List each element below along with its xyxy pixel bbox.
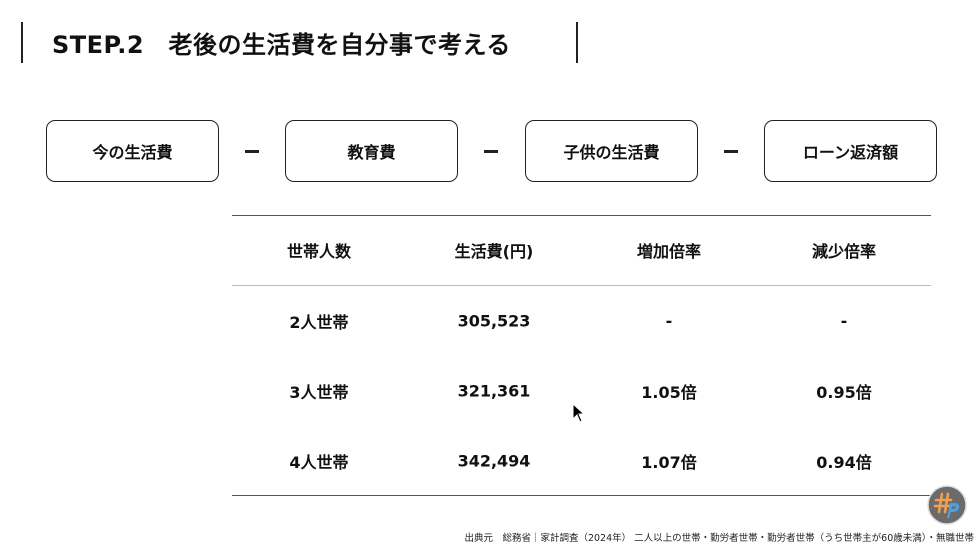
minus-icon [245,150,259,153]
cell-decrease-rate: - [840,311,848,331]
cell-household-size: 4人世帯 [289,453,349,472]
header-decrease-rate: 減少倍率 [811,242,876,261]
cell-increase-rate: - [665,311,673,331]
cell-living-cost: 342,494 [457,451,531,471]
cell-living-cost: 321,361 [457,381,531,401]
cell-decrease-rate: 0.94倍 [816,453,872,472]
logo-icon [927,485,967,525]
minus-icon [724,150,738,153]
formula-term-loan-repayment: ローン返済額 [764,120,937,182]
header-living-cost: 生活費(円) [454,242,534,261]
table-bottom-border [232,495,931,496]
mouse-cursor-icon [572,403,586,423]
minus-icon [484,150,498,153]
page-title: STEP.2 老後の生活費を自分事で考える [52,31,511,59]
formula-term-education-cost: 教育費 [285,120,458,182]
source-note: 出典元 総務省｜家計調査（2024年） 二人以上の世帯・勤労者世帯・勤労者世帯（… [464,533,974,544]
cell-decrease-rate: 0.95倍 [816,383,872,402]
cell-living-cost: 305,523 [457,311,531,331]
header-household-size: 世帯人数 [286,242,351,261]
formula-term-child-living-cost: 子供の生活費 [525,120,698,182]
title-left-bar [21,22,23,63]
table-header-divider [232,285,931,286]
cell-increase-rate: 1.05倍 [641,383,697,402]
cell-household-size: 3人世帯 [289,383,349,402]
title-right-bar [576,22,578,63]
cell-increase-rate: 1.07倍 [641,453,697,472]
header-increase-rate: 増加倍率 [636,242,701,261]
formula-term-current-living-cost: 今の生活費 [46,120,219,182]
table-top-border [232,215,931,216]
cell-household-size: 2人世帯 [289,313,349,332]
